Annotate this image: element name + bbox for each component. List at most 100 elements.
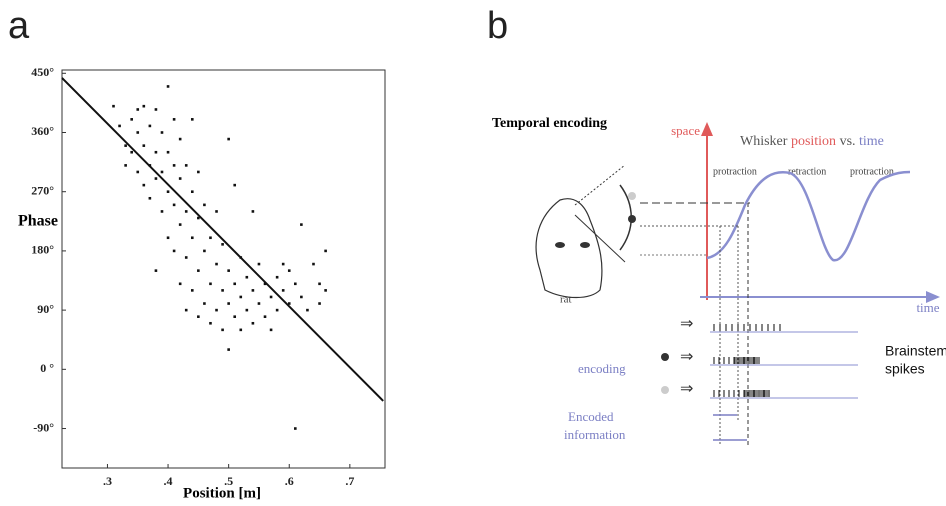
point	[209, 282, 212, 286]
point	[148, 196, 152, 200]
y-tick-label: -90°	[33, 420, 54, 434]
point	[166, 190, 170, 194]
point	[251, 321, 255, 325]
point	[160, 131, 164, 134]
point	[197, 170, 200, 174]
point	[203, 203, 206, 207]
point	[142, 183, 146, 187]
point	[166, 150, 170, 154]
space-label: space	[671, 123, 700, 138]
point	[221, 328, 224, 332]
point	[239, 328, 243, 332]
point	[281, 289, 285, 292]
point	[324, 289, 327, 292]
point	[184, 210, 188, 213]
rat-label: rat	[560, 294, 572, 306]
point	[318, 302, 321, 305]
point	[287, 269, 291, 272]
point	[148, 124, 152, 128]
point	[172, 203, 176, 207]
point	[300, 295, 303, 299]
point	[172, 118, 176, 121]
fit-line	[61, 77, 384, 402]
point	[178, 282, 182, 286]
point	[172, 164, 176, 167]
point	[269, 295, 273, 299]
phase-label: protraction	[713, 166, 757, 177]
point	[178, 137, 182, 141]
spikes-label: Brainstem	[885, 343, 946, 359]
point	[294, 282, 297, 286]
point	[190, 190, 194, 194]
point	[136, 108, 140, 111]
arrow-symbol: ⇒	[680, 349, 693, 366]
point	[287, 302, 291, 305]
point	[263, 315, 267, 318]
point	[227, 348, 230, 351]
dot	[661, 386, 669, 394]
point	[160, 170, 164, 174]
point	[294, 427, 297, 430]
y-tick-label: 270°	[31, 183, 54, 197]
y-axis-label: Phase	[18, 213, 58, 230]
point	[300, 223, 303, 226]
plot-frame	[61, 69, 386, 469]
x-tick-label: .6	[285, 474, 294, 488]
whisker	[574, 164, 626, 206]
point	[324, 249, 327, 253]
diagram: Temporal encoding space time Whisker pos…	[492, 116, 946, 445]
point	[154, 150, 158, 154]
point	[160, 210, 164, 213]
point	[227, 137, 230, 141]
point	[245, 275, 249, 279]
point	[227, 269, 230, 272]
point	[184, 308, 188, 312]
panel-letter: a	[8, 5, 30, 47]
y-tick-label: 360°	[31, 124, 54, 138]
arrow-head	[701, 122, 713, 136]
point	[215, 262, 218, 266]
point	[130, 150, 133, 154]
encoded-label: Encoded	[568, 409, 614, 424]
point	[245, 308, 249, 312]
point	[209, 321, 212, 325]
point	[112, 104, 115, 108]
y-tick-label: 90°	[37, 302, 54, 316]
y-tick-label: 450°	[31, 65, 54, 79]
dot	[628, 192, 636, 200]
point	[239, 295, 243, 299]
point	[263, 282, 267, 286]
curve-title: Whisker position vs. time	[740, 134, 884, 149]
point	[124, 164, 127, 167]
spikes	[713, 324, 781, 397]
y-tick-label: 0 °	[40, 361, 54, 375]
point	[124, 144, 127, 147]
point	[306, 308, 309, 312]
text: time	[859, 134, 884, 149]
text: position	[791, 134, 836, 149]
point	[154, 177, 158, 180]
point	[154, 269, 158, 272]
point	[221, 243, 224, 246]
point	[197, 315, 200, 318]
point	[190, 289, 194, 292]
point	[136, 131, 140, 134]
point	[190, 236, 194, 240]
point	[197, 216, 200, 220]
point	[312, 262, 315, 266]
point	[136, 170, 140, 174]
phase-label: protraction	[850, 166, 894, 177]
x-tick-label: .7	[345, 474, 354, 488]
point	[190, 118, 194, 121]
point	[154, 108, 158, 111]
point	[215, 308, 218, 312]
point	[275, 275, 279, 279]
point	[215, 210, 218, 213]
point	[233, 315, 237, 318]
rat-eye	[555, 242, 565, 248]
point	[142, 104, 146, 108]
point	[275, 308, 279, 312]
point	[209, 236, 212, 240]
point	[172, 249, 176, 253]
